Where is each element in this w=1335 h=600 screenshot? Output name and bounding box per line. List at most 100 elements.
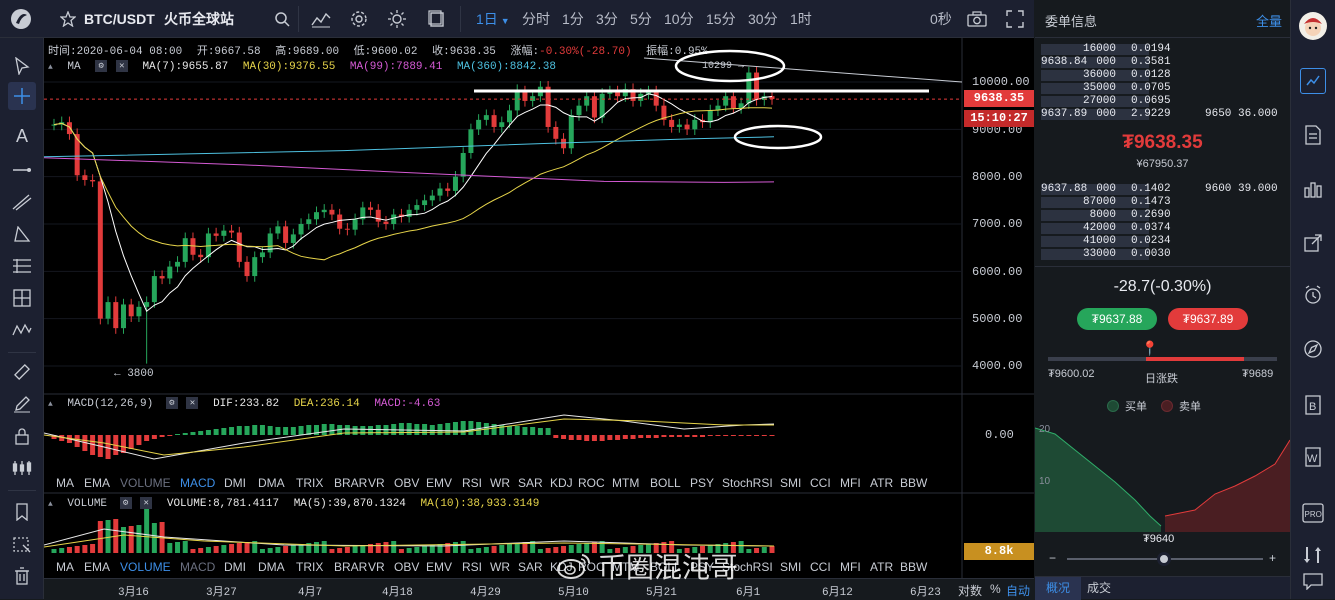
ruler-icon[interactable]: [8, 358, 36, 386]
fullscreen-icon[interactable]: [1004, 8, 1026, 30]
indicator-tab[interactable]: KDJ: [550, 560, 573, 574]
indicator-tab[interactable]: VR: [368, 560, 385, 574]
indicator-tab[interactable]: EMA: [84, 476, 111, 490]
indicator-tab[interactable]: MACD: [180, 476, 216, 490]
volume-settings-icon[interactable]: ⚙: [119, 497, 132, 509]
indicator-tab[interactable]: BOLL: [650, 560, 681, 574]
indicator-tab[interactable]: OBV: [394, 560, 420, 574]
interval-1m[interactable]: 1分: [562, 11, 584, 27]
ask-row[interactable]: 9637.89 000 2.9229 9650 36.000: [1035, 109, 1290, 120]
exchange-name[interactable]: 火币全球站: [164, 11, 234, 27]
bid-row[interactable]: 33000 0.0030: [1035, 249, 1290, 260]
auto-scale-toggle[interactable]: 自动: [1006, 584, 1031, 598]
ma-close-icon[interactable]: ✕: [115, 60, 128, 72]
volume-close-icon[interactable]: ✕: [140, 497, 153, 509]
alarm-clock-icon[interactable]: [1300, 282, 1326, 308]
zoom-in-button[interactable]: +: [1269, 551, 1277, 565]
triangle-tool-icon[interactable]: [8, 220, 36, 248]
percent-scale-toggle[interactable]: %: [990, 582, 1001, 596]
fib-tool-icon[interactable]: [8, 252, 36, 280]
share-icon[interactable]: [1300, 230, 1326, 256]
indicator-tab[interactable]: WR: [490, 476, 510, 490]
document-w-icon[interactable]: W: [1300, 444, 1326, 470]
bid-row[interactable]: 42000 0.0374: [1035, 223, 1290, 234]
ask-row[interactable]: 9638.84 000 0.3581: [1035, 57, 1290, 68]
notes-icon[interactable]: [1300, 122, 1326, 148]
interval-5m[interactable]: 5分: [630, 11, 652, 27]
crosshair-icon[interactable]: [8, 82, 36, 110]
indicator-tab[interactable]: SMI: [780, 560, 802, 574]
indicator-tab[interactable]: CCI: [810, 560, 831, 574]
indicator-tab[interactable]: CCI: [810, 476, 831, 490]
chat-bubble-icon[interactable]: [1300, 568, 1326, 594]
ma-settings-icon[interactable]: ⚙: [95, 60, 108, 72]
indicator-tab[interactable]: MTM: [612, 476, 640, 490]
pencil-icon[interactable]: [8, 390, 36, 418]
bookmark-icon[interactable]: [8, 498, 36, 526]
logo-icon[interactable]: [8, 6, 34, 32]
indicator-tab[interactable]: BBW: [900, 476, 928, 490]
layout-icon[interactable]: [426, 8, 448, 30]
indicator-tab[interactable]: MA: [56, 560, 74, 574]
indicator-tab[interactable]: BOLL: [650, 476, 681, 490]
interval-timeline[interactable]: 分时: [522, 11, 550, 27]
avatar-icon[interactable]: [1299, 12, 1327, 40]
indicator-tab[interactable]: BBW: [900, 560, 928, 574]
candlestick-chart[interactable]: [44, 38, 1034, 599]
tab-overview[interactable]: 概况: [1035, 577, 1081, 600]
indicator-tab[interactable]: ROC: [578, 476, 605, 490]
grid-tool-icon[interactable]: [8, 284, 36, 312]
macd-settings-icon[interactable]: ⚙: [165, 397, 178, 409]
ask-row[interactable]: 35000 0.0705: [1035, 83, 1290, 94]
indicator-tab[interactable]: VOLUME: [120, 476, 171, 490]
indicator-tab[interactable]: VOLUME: [120, 560, 171, 574]
interval-10m[interactable]: 10分: [664, 11, 694, 27]
indicator-tab[interactable]: VR: [368, 476, 385, 490]
indicator-tab[interactable]: WR: [490, 560, 510, 574]
settings-gear-icon[interactable]: [348, 8, 370, 30]
ask-row[interactable]: 36000 0.0128: [1035, 70, 1290, 81]
lock-icon[interactable]: [8, 422, 36, 450]
depth-chart[interactable]: [1035, 420, 1290, 532]
best-bid-button[interactable]: ₮9637.88: [1077, 308, 1157, 330]
indicator-tab[interactable]: PSY: [690, 560, 715, 574]
indicator-tab[interactable]: MACD: [180, 560, 216, 574]
trend-lines-icon[interactable]: [8, 188, 36, 216]
indicator-tab[interactable]: MFI: [840, 560, 861, 574]
log-scale-toggle[interactable]: 对数: [958, 584, 983, 598]
slider-handle[interactable]: [1157, 552, 1171, 566]
cursor-icon[interactable]: [8, 52, 36, 80]
theme-sun-icon[interactable]: [386, 8, 408, 30]
indicator-tab[interactable]: KDJ: [550, 476, 573, 490]
volume-collapse-icon[interactable]: ▲: [48, 499, 53, 509]
bar-stats-icon[interactable]: [1300, 176, 1326, 202]
indicator-tab[interactable]: EMA: [84, 560, 111, 574]
compass-icon[interactable]: [1300, 336, 1326, 362]
camera-icon[interactable]: [966, 8, 988, 30]
interval-1d[interactable]: 1日 ▼: [476, 0, 510, 38]
interval-1h[interactable]: 1时: [790, 11, 812, 27]
star-icon[interactable]: [58, 9, 78, 29]
bid-row[interactable]: 8000 0.2690: [1035, 210, 1290, 221]
indicator-tab[interactable]: BRAR: [334, 560, 368, 574]
best-ask-button[interactable]: ₮9637.89: [1168, 308, 1248, 330]
indicator-tab[interactable]: StochRSI: [722, 476, 773, 490]
indicator-tab[interactable]: ATR: [870, 476, 894, 490]
hide-drawings-icon[interactable]: [8, 530, 36, 558]
indicator-tab[interactable]: MA: [56, 476, 74, 490]
indicator-tab[interactable]: TRIX: [296, 560, 324, 574]
line-tool-icon[interactable]: [8, 156, 36, 184]
indicator-tab[interactable]: EMV: [426, 560, 453, 574]
indicator-tab[interactable]: DMA: [258, 560, 285, 574]
indicator-tab[interactable]: EMV: [426, 476, 453, 490]
macd-close-icon[interactable]: ✕: [186, 397, 199, 409]
indicator-tab[interactable]: SAR: [518, 560, 543, 574]
symbol-name[interactable]: BTC/USDT: [84, 11, 155, 27]
indicator-tab[interactable]: StochRSI: [722, 560, 773, 574]
macd-collapse-icon[interactable]: ▲: [48, 399, 53, 409]
orderbook-all-toggle[interactable]: 全量: [1255, 14, 1282, 29]
indicator-tab[interactable]: OBV: [394, 476, 420, 490]
indicator-tab[interactable]: DMI: [224, 476, 246, 490]
trash-icon[interactable]: [8, 562, 36, 590]
ask-row[interactable]: 27000 0.0695: [1035, 96, 1290, 107]
